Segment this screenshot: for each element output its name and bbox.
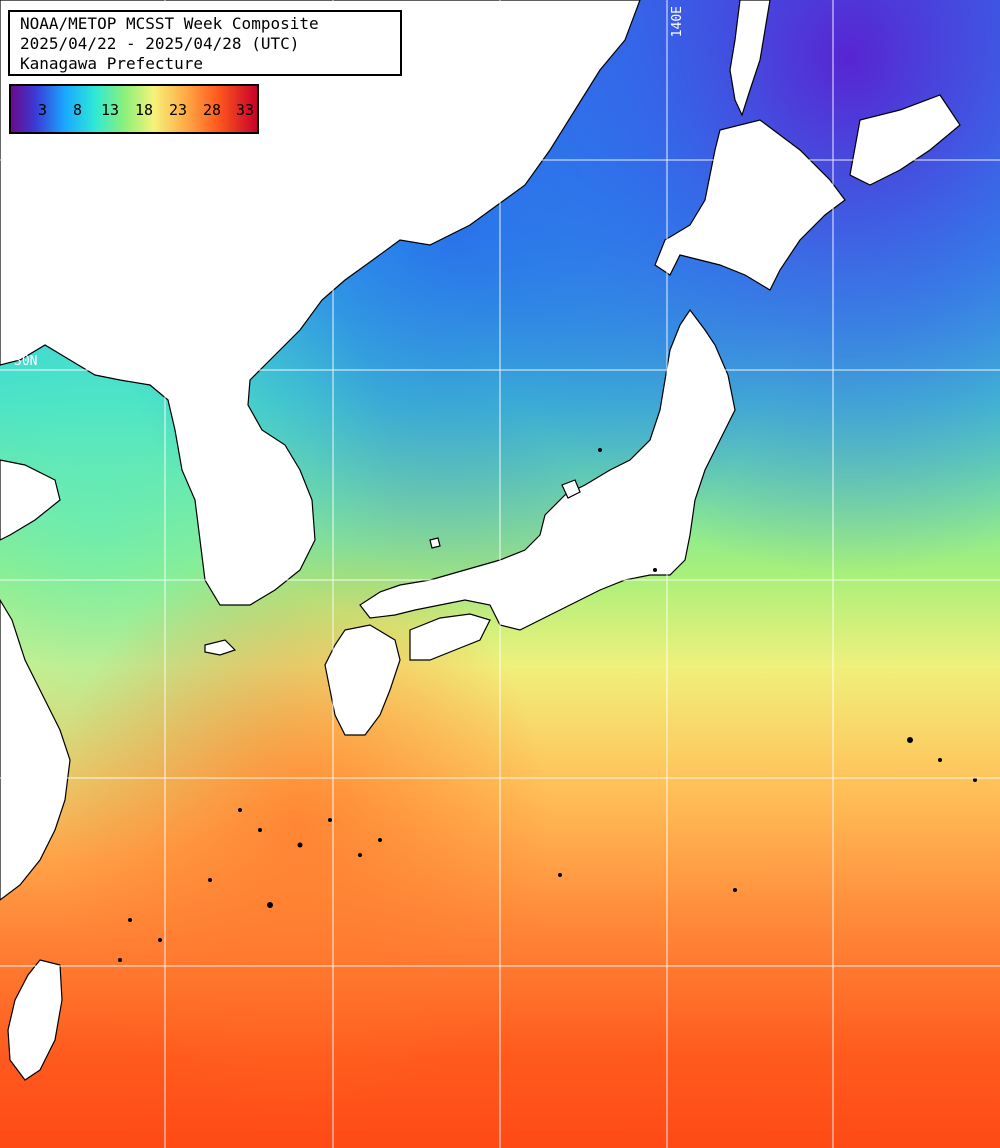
hokkaido xyxy=(654,119,846,291)
legend-tick: 3 xyxy=(38,101,48,119)
island-specks xyxy=(118,448,977,962)
latitude-label: 30N xyxy=(14,354,38,369)
region-name: Kanagawa Prefecture xyxy=(20,54,204,73)
date-range: 2025/04/22 - 2025/04/28 (UTC) xyxy=(20,34,300,53)
jeju-island xyxy=(204,639,237,656)
legend-tick: 33 xyxy=(236,101,255,119)
oki-island xyxy=(429,537,441,549)
map-title: NOAA/METOP MCSST Week Composite xyxy=(20,14,319,33)
mainland-asia-north xyxy=(0,0,641,606)
shandong-peninsula xyxy=(0,459,61,541)
honshu xyxy=(359,308,736,631)
land-layer xyxy=(0,0,961,1081)
legend-tick: 8 xyxy=(73,101,83,119)
map-title-box: NOAA/METOP MCSST Week Composite 2025/04/… xyxy=(8,10,402,76)
sado-island xyxy=(561,479,581,499)
shikoku xyxy=(409,613,491,661)
kyushu xyxy=(324,624,401,736)
china-coast xyxy=(0,598,71,901)
legend-tick: 13 xyxy=(101,101,120,119)
legend-tick: 23 xyxy=(169,101,188,119)
color-scale-legend: 3 8 13 18 23 28 33 xyxy=(9,84,259,134)
sakhalin xyxy=(729,0,771,117)
kuril-coast xyxy=(849,94,961,186)
longitude-label: 140E xyxy=(670,6,685,38)
legend-tick: 18 xyxy=(135,101,154,119)
legend-tick: 28 xyxy=(203,101,222,119)
taiwan xyxy=(7,959,63,1081)
